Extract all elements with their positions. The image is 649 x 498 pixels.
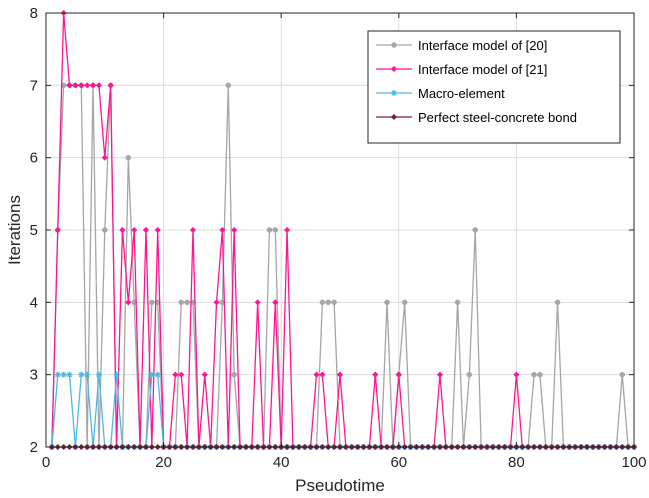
data-point: [219, 226, 226, 234]
data-point: [201, 371, 208, 378]
legend-box: [367, 30, 621, 144]
data-point: [319, 371, 326, 378]
data-point: [84, 82, 91, 89]
data-point: [213, 299, 220, 306]
legend-marker: [391, 90, 397, 96]
data-point: [113, 371, 120, 378]
data-point: [95, 371, 102, 378]
legend-entry-2: Interface model of [21]: [376, 62, 547, 77]
data-point: [283, 226, 291, 234]
data-point: [72, 82, 79, 89]
data-point: [331, 299, 337, 306]
data-point: [436, 371, 444, 378]
data-point: [178, 299, 184, 306]
data-point: [272, 299, 279, 306]
data-point: [231, 371, 237, 378]
y-tick-label: 4: [30, 294, 38, 311]
data-point: [513, 371, 520, 378]
y-axis-label: Iterations: [5, 195, 24, 265]
y-tick-label: 7: [30, 77, 38, 94]
data-point: [78, 371, 85, 378]
data-point: [172, 371, 179, 378]
data-point: [148, 371, 155, 378]
data-point: [254, 299, 261, 306]
legend-label: Perfect steel-concrete bond: [418, 110, 577, 125]
data-point: [142, 226, 150, 234]
x-axis-label: Pseudotime: [295, 476, 385, 495]
data-point: [54, 226, 61, 234]
data-point: [225, 82, 232, 89]
data-point: [372, 371, 379, 378]
data-point: [319, 299, 326, 306]
data-point: [272, 227, 279, 233]
data-point: [131, 226, 138, 234]
legend-marker: [390, 65, 398, 73]
data-point: [266, 227, 273, 233]
data-point: [54, 371, 61, 378]
data-point: [119, 226, 126, 234]
data-point: [101, 154, 108, 161]
x-tick-label: 0: [42, 454, 50, 471]
data-point: [102, 227, 108, 233]
data-point: [554, 299, 561, 306]
y-tick-label: 3: [30, 367, 38, 384]
data-point: [125, 154, 132, 161]
legend-marker: [390, 113, 398, 121]
legend-entry-3: Macro-element: [376, 86, 505, 101]
legend-entry-4: Perfect steel-concrete bond: [376, 110, 577, 125]
data-point: [472, 227, 478, 233]
data-point: [531, 371, 537, 378]
data-point: [395, 371, 402, 378]
x-tick-label: 80: [508, 454, 525, 471]
y-tick-label: 5: [30, 222, 38, 239]
data-point: [149, 299, 155, 306]
legend-label: Interface model of [20]: [418, 38, 547, 53]
data-point: [619, 371, 625, 378]
data-point: [336, 371, 344, 378]
legend-marker: [391, 42, 397, 48]
data-point: [313, 371, 320, 378]
data-point: [184, 299, 190, 306]
legend-label: Interface model of [21]: [418, 62, 547, 77]
data-point: [454, 299, 461, 306]
data-point: [60, 371, 67, 378]
data-point: [325, 299, 331, 306]
data-point: [231, 226, 238, 234]
x-tick-label: 40: [273, 454, 290, 471]
data-point: [89, 82, 97, 89]
data-point: [78, 82, 85, 89]
data-point: [178, 371, 185, 378]
data-point: [537, 371, 543, 378]
legend: Interface model of [20] Interface model o…: [367, 30, 621, 144]
x-tick-label: 100: [621, 454, 646, 471]
data-point: [466, 371, 473, 378]
data-point: [107, 82, 114, 89]
y-tick-label: 8: [30, 5, 38, 22]
data-point: [84, 371, 91, 378]
axis-ticks: 0 20 40 60 80 100 2 3 4 5 6 7 8: [30, 5, 647, 471]
data-point: [401, 299, 408, 306]
data-point: [154, 371, 161, 378]
data-point: [95, 82, 103, 89]
data-point: [66, 371, 73, 378]
data-point: [66, 82, 73, 89]
data-point: [125, 299, 132, 306]
data-point: [189, 226, 197, 234]
x-tick-label: 60: [390, 454, 407, 471]
x-tick-label: 20: [155, 454, 172, 471]
y-tick-label: 2: [30, 439, 38, 456]
legend-label: Macro-element: [418, 86, 505, 101]
data-point: [384, 299, 390, 306]
legend-entry-1: Interface model of [20]: [376, 38, 547, 53]
y-tick-label: 6: [30, 150, 38, 167]
data-point: [154, 226, 161, 234]
